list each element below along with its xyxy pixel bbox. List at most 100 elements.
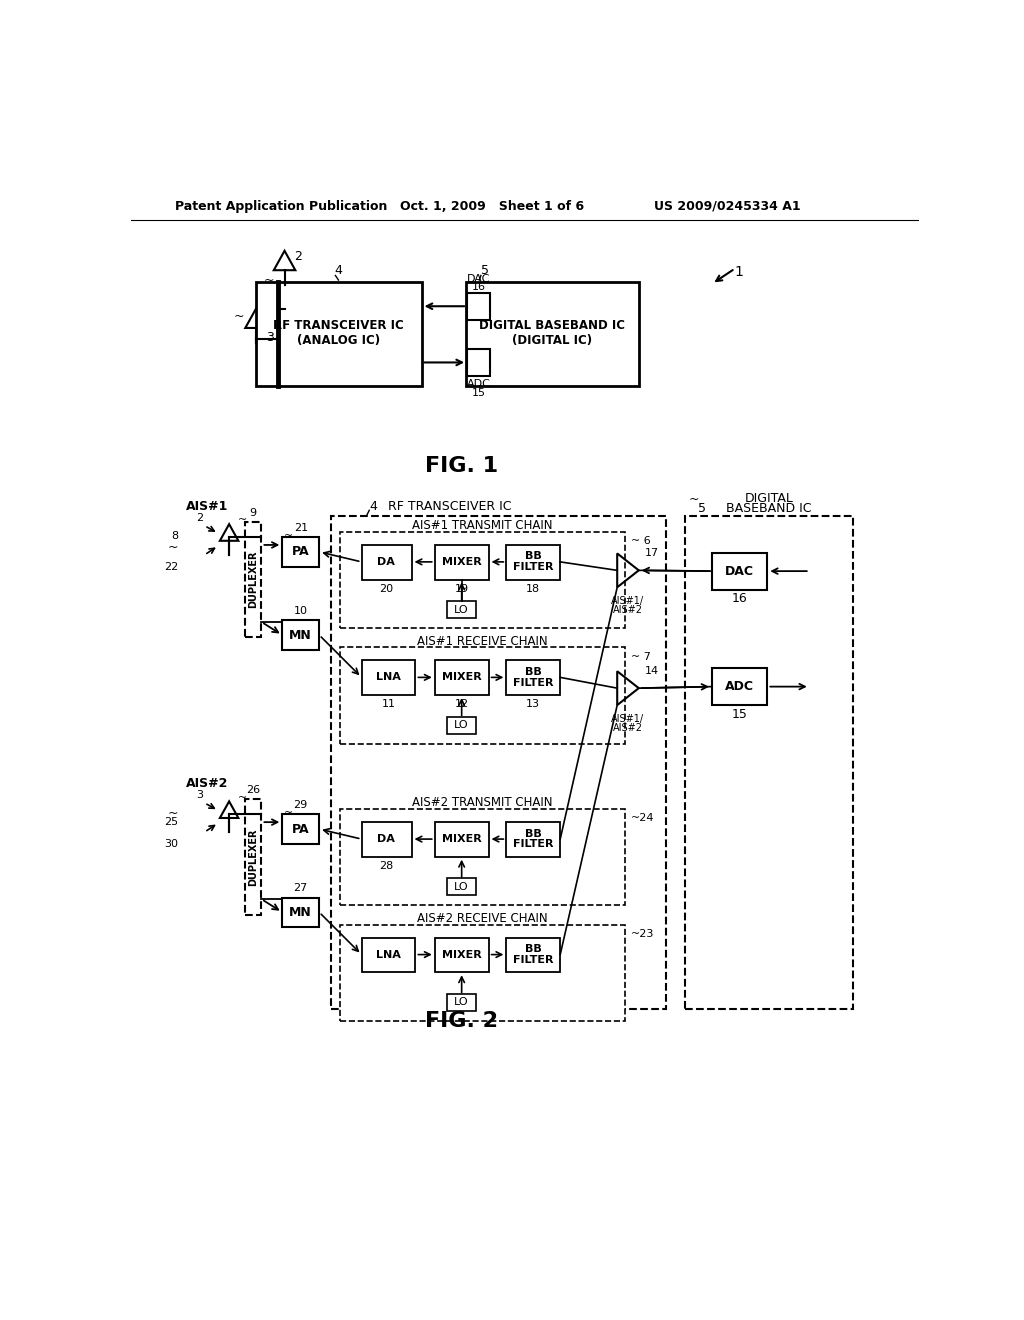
Text: 22: 22: [164, 561, 178, 572]
Text: LO: LO: [455, 605, 469, 615]
Text: 1: 1: [734, 265, 743, 280]
Text: LO: LO: [455, 882, 469, 892]
Text: ~: ~: [168, 541, 178, 554]
Text: MN: MN: [290, 906, 312, 919]
Text: FILTER: FILTER: [513, 954, 554, 965]
Text: ~ 7: ~ 7: [631, 652, 651, 661]
Text: FILTER: FILTER: [513, 562, 554, 573]
Bar: [340, 647, 625, 743]
Text: BB: BB: [525, 552, 542, 561]
Text: Oct. 1, 2009   Sheet 1 of 6: Oct. 1, 2009 Sheet 1 of 6: [400, 199, 584, 213]
Text: AIS#1/: AIS#1/: [611, 597, 644, 606]
Text: 3: 3: [266, 331, 273, 345]
Text: (ANALOG IC): (ANALOG IC): [297, 334, 380, 347]
Bar: [467, 293, 490, 321]
Text: FILTER: FILTER: [513, 677, 554, 688]
Text: BB: BB: [525, 944, 542, 954]
Text: BB: BB: [525, 667, 542, 677]
Text: AIS#1: AIS#1: [186, 500, 228, 513]
Text: MIXER: MIXER: [441, 834, 481, 843]
Text: ~: ~: [168, 807, 178, 820]
Text: 3: 3: [196, 791, 203, 800]
Bar: [435, 660, 488, 696]
Text: LO: LO: [455, 998, 469, 1007]
Text: AIS#2: AIS#2: [613, 606, 643, 615]
Text: RF TRANSCEIVER IC: RF TRANSCEIVER IC: [273, 319, 403, 333]
Bar: [506, 660, 560, 696]
Text: 12: 12: [455, 700, 469, 709]
Text: 13: 13: [526, 700, 541, 709]
Bar: [466, 281, 639, 385]
Text: ADC: ADC: [725, 680, 754, 693]
Text: 2: 2: [295, 251, 302, 264]
Text: 16: 16: [472, 282, 485, 292]
Text: LO: LO: [455, 721, 469, 730]
Bar: [361, 545, 412, 579]
Text: ~: ~: [233, 310, 245, 323]
Bar: [283, 620, 319, 649]
Text: 4: 4: [335, 264, 342, 277]
Text: ~: ~: [264, 273, 274, 286]
Text: ~: ~: [689, 492, 699, 506]
Bar: [447, 717, 476, 734]
Text: ~24: ~24: [631, 813, 654, 824]
Text: AIS#1 TRANSMIT CHAIN: AIS#1 TRANSMIT CHAIN: [413, 519, 553, 532]
Bar: [283, 537, 319, 566]
Bar: [435, 545, 488, 579]
Bar: [283, 814, 319, 843]
Text: 11: 11: [382, 700, 395, 709]
Text: 20: 20: [379, 583, 393, 594]
Text: AIS#1 RECEIVE CHAIN: AIS#1 RECEIVE CHAIN: [417, 635, 548, 648]
Text: DIGITAL BASEBAND IC: DIGITAL BASEBAND IC: [479, 319, 625, 333]
Text: 8: 8: [171, 531, 178, 541]
Bar: [712, 553, 767, 590]
Text: 19: 19: [455, 583, 469, 594]
Text: DUPLEXER: DUPLEXER: [248, 550, 258, 609]
Text: FIG. 2: FIG. 2: [425, 1011, 498, 1031]
Bar: [506, 545, 560, 579]
Text: 5: 5: [698, 502, 706, 515]
Text: ~: ~: [238, 792, 247, 803]
Text: DAC: DAC: [725, 565, 754, 578]
Bar: [467, 350, 490, 376]
Text: US 2009/0245334 A1: US 2009/0245334 A1: [654, 199, 801, 213]
Bar: [361, 660, 416, 696]
Bar: [447, 994, 476, 1011]
Text: 29: 29: [294, 800, 308, 810]
Text: 27: 27: [294, 883, 308, 894]
Text: AIS#1/: AIS#1/: [611, 714, 644, 723]
Text: FIG. 1: FIG. 1: [425, 457, 499, 477]
Text: ~: ~: [284, 531, 293, 541]
Bar: [340, 924, 625, 1020]
Text: BB: BB: [525, 829, 542, 838]
Text: 21: 21: [294, 523, 308, 533]
Bar: [435, 937, 488, 973]
Text: MIXER: MIXER: [441, 949, 481, 960]
Bar: [435, 822, 488, 857]
Text: RF TRANSCEIVER IC: RF TRANSCEIVER IC: [388, 500, 512, 513]
Text: 18: 18: [526, 583, 541, 594]
Text: LNA: LNA: [376, 672, 401, 682]
Text: DA: DA: [377, 834, 395, 843]
Bar: [245, 799, 261, 915]
Text: MN: MN: [290, 628, 312, 642]
Text: 16: 16: [732, 593, 748, 606]
Text: 28: 28: [379, 861, 393, 871]
Bar: [447, 601, 476, 618]
Text: 5: 5: [480, 264, 488, 277]
Text: 15: 15: [472, 388, 485, 399]
Text: 14: 14: [645, 667, 659, 676]
Bar: [245, 521, 261, 638]
Text: ~ 6: ~ 6: [631, 536, 651, 546]
Bar: [712, 668, 767, 705]
Bar: [361, 937, 416, 973]
Text: DUPLEXER: DUPLEXER: [248, 828, 258, 886]
Text: PA: PA: [292, 822, 309, 836]
Text: PA: PA: [292, 545, 309, 558]
Text: Patent Application Publication: Patent Application Publication: [175, 199, 388, 213]
Text: DIGITAL: DIGITAL: [744, 492, 794, 506]
Text: 15: 15: [732, 708, 748, 721]
Bar: [340, 809, 625, 906]
Text: (DIGITAL IC): (DIGITAL IC): [512, 334, 592, 347]
Bar: [283, 898, 319, 927]
